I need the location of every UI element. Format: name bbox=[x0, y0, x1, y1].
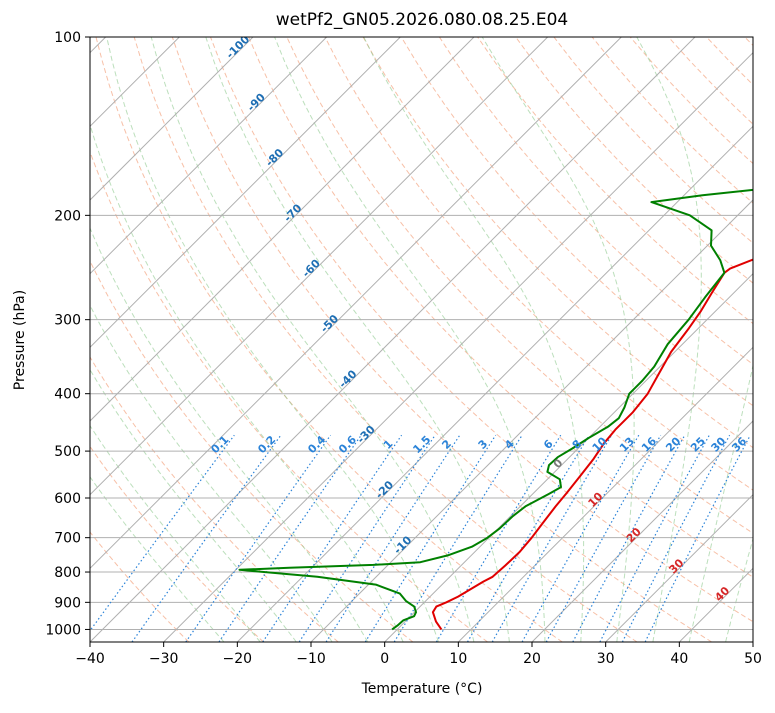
moist-adiabat-line bbox=[275, 37, 545, 642]
isotherm-line bbox=[753, 37, 775, 642]
plot-frame bbox=[90, 37, 753, 642]
moist-adiabat-line bbox=[0, 37, 224, 642]
x-tick-label: 10 bbox=[449, 651, 467, 667]
mixing-ratio-line bbox=[645, 435, 750, 642]
y-tick-label: 900 bbox=[54, 595, 81, 611]
mixing-ratio-label: 4 bbox=[502, 437, 517, 452]
x-tick-label: 40 bbox=[670, 651, 688, 667]
isotherm-label: -10 bbox=[391, 533, 414, 556]
x-tick-label: 20 bbox=[523, 651, 541, 667]
x-axis-label: Temperature (°C) bbox=[361, 681, 483, 697]
x-tick-label: −30 bbox=[149, 651, 179, 667]
x-tick-label: 50 bbox=[744, 651, 762, 667]
isotherm-line bbox=[385, 37, 775, 642]
mixing-ratio-label: 1 bbox=[381, 437, 396, 452]
y-tick-label: 800 bbox=[54, 565, 81, 581]
isotherm-label: 10 bbox=[586, 490, 606, 510]
y-tick-label: 1000 bbox=[45, 622, 81, 638]
dry-adiabat-line bbox=[516, 37, 775, 642]
mixing-ratio-line bbox=[219, 435, 361, 642]
moist-adiabat-line bbox=[637, 37, 702, 642]
isotherm-label: 30 bbox=[666, 556, 686, 576]
dry-adiabat-line bbox=[592, 37, 775, 642]
moist-adiabat-line bbox=[9, 37, 332, 642]
mixing-ratio-line bbox=[436, 435, 560, 642]
x-tick-label: −10 bbox=[296, 651, 326, 667]
isotherm-line bbox=[679, 37, 775, 642]
dewpoint-profile-line bbox=[240, 37, 775, 629]
moist-adiabat-line bbox=[206, 37, 510, 642]
isotherm-line bbox=[532, 37, 775, 642]
dry-adiabat-line bbox=[20, 37, 413, 642]
mixing-ratio-line bbox=[522, 435, 639, 642]
isotherm-line bbox=[0, 37, 253, 642]
moist-adiabat-line bbox=[151, 37, 474, 642]
dry-adiabat-line bbox=[172, 37, 711, 642]
mixing-ratio-label: 1.5 bbox=[410, 433, 433, 456]
y-axis-label: Pressure (hPa) bbox=[12, 290, 28, 390]
isotherm-line bbox=[0, 37, 400, 642]
moist-adiabat-line bbox=[482, 37, 634, 642]
mixing-ratio-label: 0.4 bbox=[305, 433, 328, 456]
isotherm-label: -70 bbox=[281, 201, 304, 224]
y-tick-label: 600 bbox=[54, 491, 81, 507]
isotherm-line bbox=[458, 37, 775, 642]
mixing-ratio-line bbox=[365, 435, 495, 642]
mixing-ratio-line bbox=[326, 435, 460, 642]
dry-adiabat-line bbox=[707, 37, 775, 642]
mixing-ratio-line bbox=[600, 435, 709, 642]
mixing-ratio-label: 0.2 bbox=[255, 433, 278, 456]
y-tick-label: 500 bbox=[54, 444, 81, 460]
mixing-ratio-line bbox=[492, 435, 611, 642]
moist-adiabat-line bbox=[107, 37, 439, 642]
dry-adiabat-line bbox=[668, 37, 775, 642]
isotherm-line bbox=[0, 37, 327, 642]
mixing-ratio-label: 25 bbox=[688, 435, 708, 455]
isotherm-line bbox=[237, 37, 775, 642]
dry-adiabat-line bbox=[0, 37, 189, 642]
x-tick-label: −40 bbox=[75, 651, 105, 667]
mixing-ratio-label: 3 bbox=[476, 437, 491, 452]
mixing-ratio-line bbox=[263, 435, 402, 642]
data-lines bbox=[240, 37, 775, 629]
y-tick-label: 200 bbox=[54, 208, 81, 224]
dry-adiabat-line bbox=[478, 37, 775, 642]
isotherm-line bbox=[16, 37, 621, 642]
isotherm-label: -90 bbox=[245, 91, 268, 114]
x-tick-label: 0 bbox=[380, 651, 389, 667]
dry-adiabat-line bbox=[58, 37, 488, 642]
isotherm-line bbox=[311, 37, 775, 642]
isotherm-label: -50 bbox=[318, 312, 341, 335]
x-tick-label: 30 bbox=[597, 651, 615, 667]
y-axis-ticks: 100 200 300 400 500 600 700 800 900 1000 bbox=[45, 30, 90, 638]
x-axis-ticks: −40 −30 −20 −10 0 10 20 30 40 50 bbox=[75, 642, 762, 667]
dry-adiabat-line bbox=[554, 37, 775, 642]
moist-adiabat-line bbox=[726, 37, 775, 642]
mixing-ratio-label: 6 bbox=[541, 437, 556, 452]
isotherm-label: 40 bbox=[712, 584, 732, 604]
moist-adiabat-line bbox=[689, 37, 775, 642]
dry-adiabat-line bbox=[363, 37, 775, 642]
y-tick-label: 300 bbox=[54, 313, 81, 329]
dry-adiabat-line bbox=[134, 37, 637, 642]
isotherm-label: -60 bbox=[300, 257, 323, 280]
chart-title: wetPf2_GN05.2026.080.08.25.E04 bbox=[276, 10, 568, 30]
y-tick-label: 700 bbox=[54, 531, 81, 547]
isotherm-label: 20 bbox=[624, 525, 644, 545]
moist-adiabat-line bbox=[0, 37, 260, 642]
isotherm-line bbox=[164, 37, 769, 642]
x-tick-label: −20 bbox=[223, 651, 253, 667]
background-lines bbox=[0, 37, 775, 642]
isotherm-label: -80 bbox=[263, 146, 286, 169]
mixing-ratio-label: 2 bbox=[439, 437, 454, 452]
dry-adiabat-line bbox=[745, 37, 775, 642]
dry-adiabat-line bbox=[0, 37, 338, 642]
y-tick-label: 400 bbox=[54, 387, 81, 403]
y-tick-label: 100 bbox=[54, 30, 81, 46]
